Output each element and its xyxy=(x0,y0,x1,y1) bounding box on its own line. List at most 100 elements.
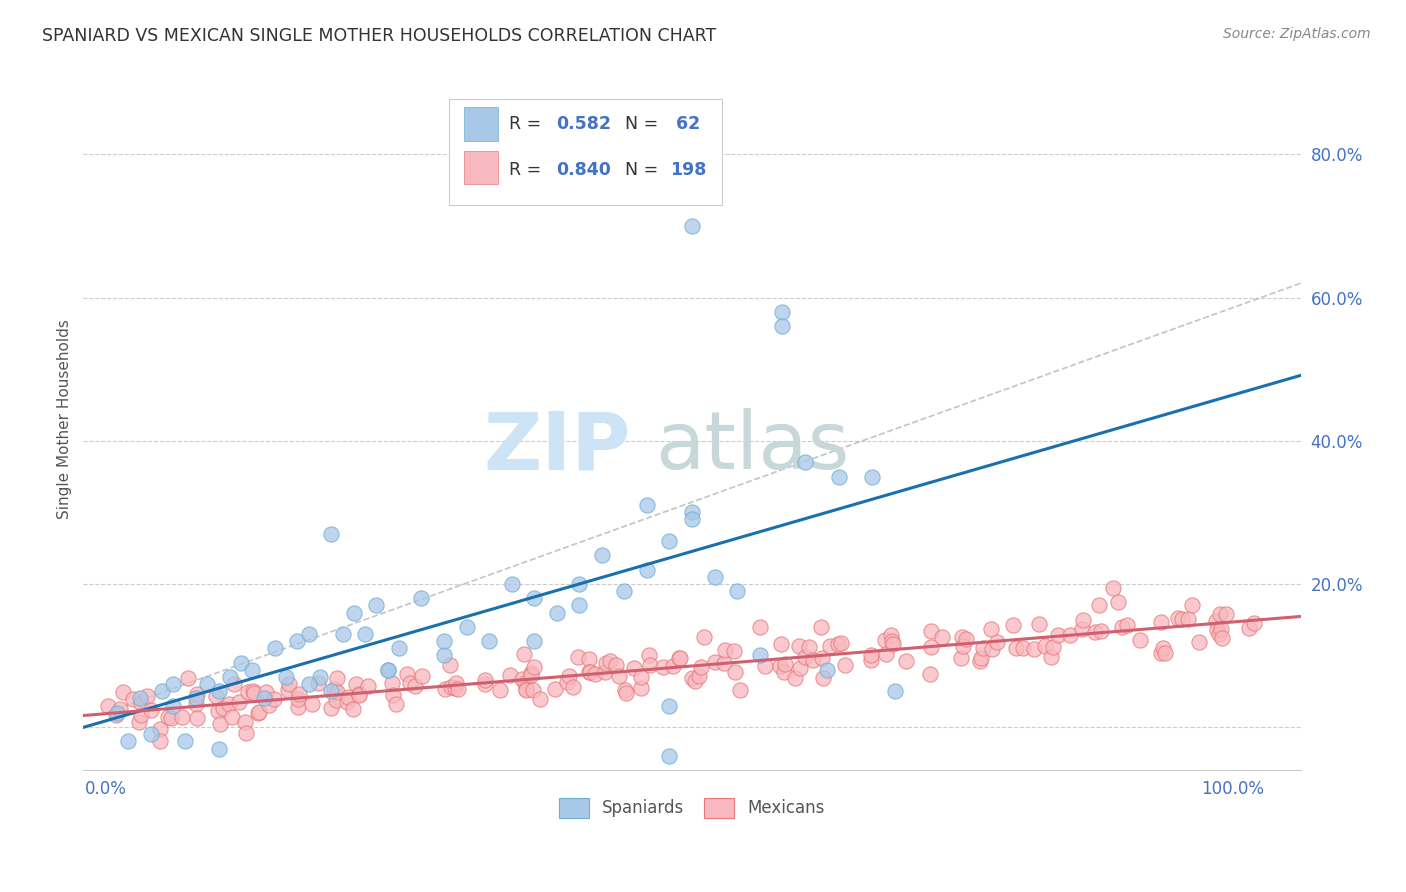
Point xyxy=(440,681,463,695)
Point xyxy=(162,698,184,713)
Point xyxy=(235,714,257,729)
Point xyxy=(1188,635,1211,649)
Point xyxy=(211,700,233,714)
Point xyxy=(918,666,941,681)
Point xyxy=(218,670,240,684)
Point xyxy=(820,639,842,653)
Point xyxy=(1035,639,1057,653)
Point xyxy=(520,666,543,681)
Point xyxy=(658,698,681,713)
Point xyxy=(513,676,536,690)
Point xyxy=(349,688,371,702)
Point xyxy=(131,708,153,723)
Point xyxy=(920,640,942,655)
Point xyxy=(235,726,257,740)
Point xyxy=(595,656,617,670)
Point xyxy=(1088,599,1111,613)
FancyBboxPatch shape xyxy=(464,107,498,141)
Point xyxy=(186,711,208,725)
Point xyxy=(770,305,793,319)
Point xyxy=(385,697,408,711)
Point xyxy=(1046,628,1069,642)
Point xyxy=(789,661,811,675)
Point xyxy=(208,717,231,731)
Point xyxy=(950,630,973,644)
Point xyxy=(811,671,834,685)
Point xyxy=(411,591,433,606)
Point xyxy=(952,639,974,653)
Point xyxy=(478,634,501,648)
Point xyxy=(568,599,591,613)
Point xyxy=(882,634,904,648)
Point xyxy=(529,691,551,706)
Point xyxy=(112,684,135,698)
Point xyxy=(347,688,370,702)
Point xyxy=(658,533,681,548)
Point xyxy=(630,670,652,684)
Point xyxy=(754,658,776,673)
Point xyxy=(377,663,399,677)
Point xyxy=(724,665,747,679)
Text: R =: R = xyxy=(509,161,547,179)
Point xyxy=(544,681,567,696)
Text: SPANIARD VS MEXICAN SINGLE MOTHER HOUSEHOLDS CORRELATION CHART: SPANIARD VS MEXICAN SINGLE MOTHER HOUSEH… xyxy=(42,27,717,45)
Point xyxy=(689,659,711,673)
Point xyxy=(969,654,991,668)
Point xyxy=(1070,622,1092,636)
Point xyxy=(253,691,276,706)
Point xyxy=(1237,622,1260,636)
Point xyxy=(128,691,150,706)
Text: 0.840: 0.840 xyxy=(555,161,610,179)
Point xyxy=(561,680,583,694)
Point xyxy=(970,651,993,665)
Point xyxy=(141,702,163,716)
Point xyxy=(136,690,159,704)
Point xyxy=(688,669,710,683)
Point xyxy=(515,683,537,698)
Point xyxy=(173,734,195,748)
Point xyxy=(323,681,346,696)
Point xyxy=(1205,615,1227,629)
Point xyxy=(1111,619,1133,633)
Point xyxy=(523,591,546,606)
Point xyxy=(321,526,343,541)
Point xyxy=(783,671,806,685)
Point xyxy=(357,679,380,693)
Point xyxy=(288,687,311,701)
Point xyxy=(1150,615,1173,629)
Point xyxy=(221,710,243,724)
Point xyxy=(433,634,456,648)
Point xyxy=(238,684,260,698)
Point xyxy=(834,657,856,672)
Point xyxy=(444,681,467,695)
Point xyxy=(287,692,309,706)
Point xyxy=(748,648,770,663)
Point xyxy=(1209,607,1232,622)
Point xyxy=(681,505,703,519)
Point xyxy=(568,577,591,591)
Point xyxy=(1083,624,1105,639)
Point xyxy=(287,634,309,648)
Point xyxy=(207,684,229,698)
Point xyxy=(931,630,953,644)
Point xyxy=(1071,613,1094,627)
Point xyxy=(366,599,388,613)
FancyBboxPatch shape xyxy=(449,99,723,205)
Point xyxy=(949,651,972,665)
Point xyxy=(793,649,815,664)
Point xyxy=(298,677,321,691)
Point xyxy=(704,655,727,669)
Text: ZIP: ZIP xyxy=(484,409,631,486)
Point xyxy=(860,648,883,662)
Point xyxy=(218,697,240,711)
Point xyxy=(1215,607,1237,622)
Point xyxy=(749,620,772,634)
Point xyxy=(398,675,420,690)
Point xyxy=(972,640,994,655)
Point xyxy=(830,636,852,650)
Point xyxy=(860,653,883,667)
Point xyxy=(433,648,456,663)
Point xyxy=(117,734,139,748)
Point xyxy=(498,667,520,681)
Point xyxy=(474,673,496,688)
